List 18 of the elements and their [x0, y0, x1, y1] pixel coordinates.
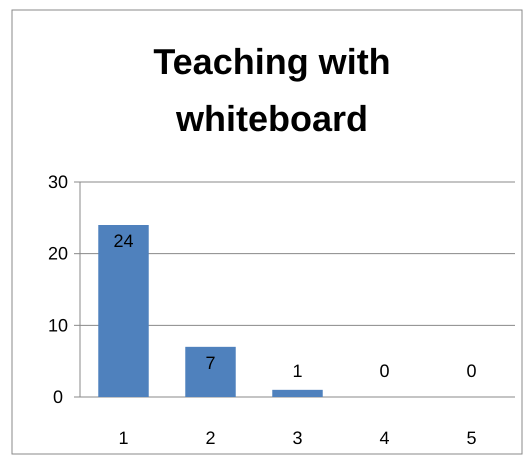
y-tick-label: 10 [48, 315, 68, 336]
data-label: 24 [113, 231, 134, 251]
x-tick-label: 2 [205, 428, 216, 448]
x-tick-label: 4 [379, 428, 390, 448]
data-label: 0 [379, 361, 390, 381]
y-tick-label: 30 [48, 172, 68, 192]
bar [98, 225, 149, 397]
data-label: 7 [205, 352, 216, 373]
y-tick-label: 20 [48, 244, 68, 264]
x-tick-label: 3 [292, 428, 303, 448]
bar [272, 390, 323, 397]
chart-title: Teaching with whiteboard [153, 41, 391, 139]
data-label: 0 [466, 361, 477, 381]
y-tick-label: 0 [52, 387, 64, 407]
data-label: 1 [292, 361, 303, 381]
bar [185, 346, 236, 397]
x-tick-label: 1 [118, 428, 129, 448]
x-tick-label: 5 [466, 428, 477, 448]
